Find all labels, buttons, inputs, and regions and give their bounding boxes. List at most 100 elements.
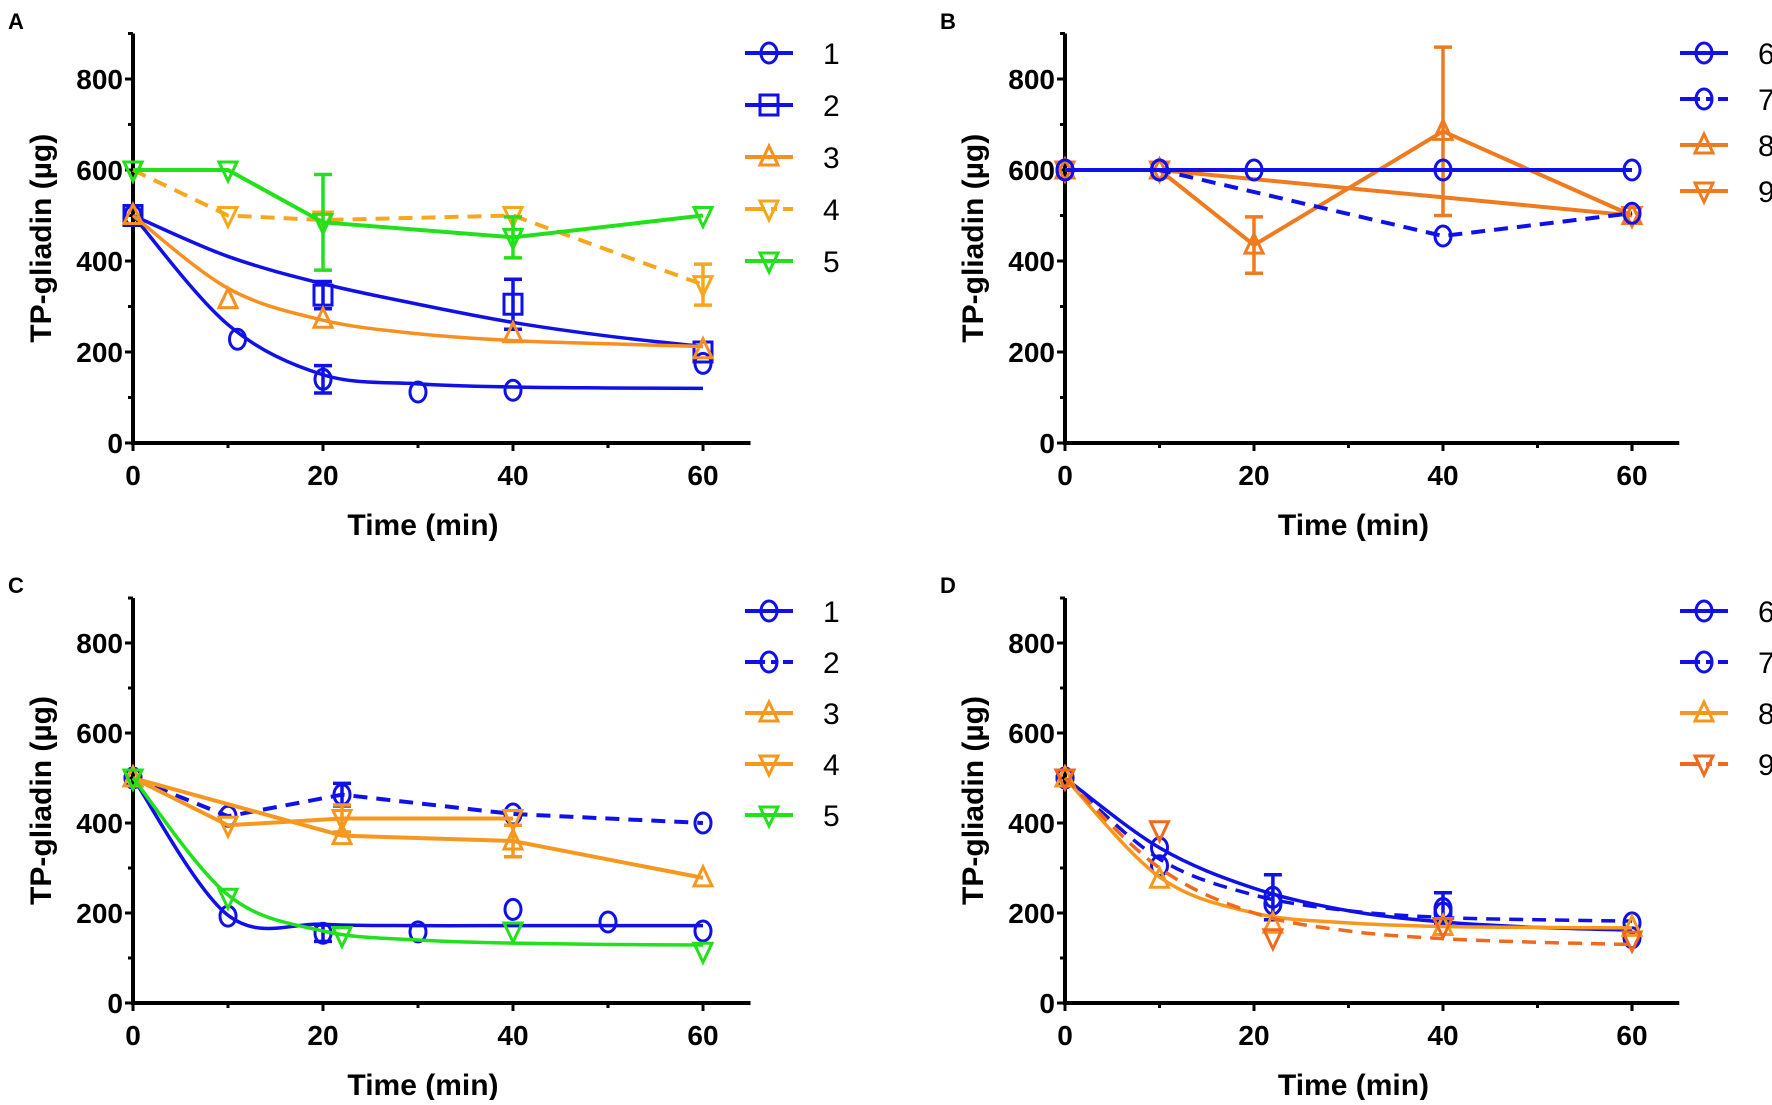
data-point: [121, 160, 145, 185]
legend-label: 1: [823, 596, 840, 629]
data-point: [1431, 116, 1455, 141]
legend-marker: [757, 251, 781, 276]
legend-marker: [1692, 698, 1716, 723]
legend-item: 5: [745, 246, 840, 279]
legend-item: 4: [745, 194, 840, 227]
legend-label: 2: [823, 90, 840, 123]
y-tick-label: 0: [107, 428, 123, 459]
legend-label: 7: [1758, 84, 1772, 117]
data-point: [501, 921, 525, 946]
data-point: [216, 815, 240, 840]
x-tick-label: 0: [125, 460, 141, 491]
series-line: [132, 776, 704, 880]
legend-marker: [1694, 599, 1714, 623]
x-tick-label: 40: [1427, 1020, 1458, 1051]
legend-marker: [1692, 754, 1716, 779]
series-9: [1053, 768, 1644, 955]
error-bar: [1245, 215, 1263, 276]
legend-item: 3: [745, 142, 840, 175]
legend-marker: [757, 199, 781, 224]
y-tick-label: 200: [1008, 337, 1055, 368]
legend-item: 8: [1680, 698, 1772, 731]
legend-label: 2: [823, 647, 840, 680]
legend-label: 3: [823, 142, 840, 175]
fit-curve: [1063, 776, 1633, 932]
legend-item: 1: [745, 596, 840, 629]
panel-a: A 0 200 400 600 800 0 20 40 60 Time (min) TP-gliadi…: [8, 9, 840, 542]
data-point: [501, 319, 525, 344]
data-point: [1148, 820, 1171, 845]
legend-label: 8: [1758, 698, 1772, 731]
y-tick-label: 0: [1039, 428, 1055, 459]
x-tick-label: 60: [687, 1020, 718, 1051]
legend-label: 6: [1758, 596, 1772, 629]
legend-marker: [1692, 130, 1716, 155]
data-point: [693, 811, 713, 835]
legend-label: 8: [1758, 130, 1772, 163]
x-axis-label: Time (min): [1278, 509, 1429, 542]
series-6: [1055, 158, 1642, 182]
data-point: [1150, 158, 1169, 182]
series-4: [121, 768, 525, 840]
data-point: [1433, 901, 1453, 925]
data-point: [1053, 768, 1077, 793]
panel-label: B: [940, 9, 956, 34]
y-tick-label: 0: [1039, 988, 1055, 1019]
data-point: [330, 821, 354, 846]
data-point: [691, 335, 715, 360]
legend-label: 5: [823, 246, 840, 279]
y-tick-label: 800: [76, 628, 123, 659]
panel-b: B 0 200 400 600 800 0 20 40 60 Time (min) TP-gliadi…: [940, 9, 1772, 542]
legend-label: 4: [823, 749, 840, 782]
fit-curve: [131, 214, 704, 349]
legend-marker: [757, 805, 781, 830]
legend-label: 9: [1758, 749, 1772, 782]
data-point: [691, 941, 715, 966]
data-point: [1055, 158, 1075, 182]
panel-label: D: [940, 573, 956, 598]
legend-label: 3: [823, 698, 840, 731]
data-point: [1433, 224, 1453, 248]
data-point: [1244, 158, 1264, 182]
legend-marker: [758, 93, 780, 117]
y-tick-label: 600: [76, 718, 123, 749]
fit-curve: [131, 214, 704, 391]
data-point: [1148, 864, 1171, 889]
data-point: [216, 887, 240, 912]
y-tick-label: 200: [76, 898, 123, 929]
data-point: [1622, 201, 1642, 225]
data-point: [501, 826, 525, 851]
error-bar: [314, 172, 332, 272]
series-line: [132, 776, 513, 828]
x-tick-label: 0: [1057, 460, 1073, 491]
data-point: [503, 897, 523, 921]
y-tick-label: 400: [1008, 246, 1055, 277]
legend-item: 4: [745, 749, 840, 782]
legend-label: 6: [1758, 38, 1772, 71]
series-2: [122, 204, 714, 364]
series-6: [1055, 766, 1642, 950]
series-3: [121, 763, 715, 888]
legend-item: 5: [745, 800, 840, 833]
panel-d: D 0 200 400 600 800 0 20 40 60 Time (min) TP-gliadi…: [940, 573, 1772, 1102]
y-axis-label: TP-gliadin (µg): [957, 134, 990, 343]
legend-item: 9: [1680, 176, 1772, 209]
x-axis-label: Time (min): [347, 1069, 498, 1100]
series-8: [1053, 45, 1644, 276]
series-5: [121, 768, 715, 966]
fit-curve: [1063, 776, 1633, 947]
data-point: [311, 304, 335, 329]
legend-item: 8: [1680, 130, 1772, 163]
y-axis-label: TP-gliadin (µg): [25, 696, 58, 905]
data-point: [1620, 930, 1644, 955]
legend-label: 7: [1758, 647, 1772, 680]
series-line: [132, 168, 704, 287]
data-point: [1261, 928, 1285, 953]
legend-item: 3: [745, 698, 840, 731]
data-point: [311, 212, 335, 237]
fit-curve: [131, 777, 703, 931]
data-point: [408, 920, 428, 944]
y-tick-label: 600: [76, 155, 123, 186]
legend-item: 7: [1680, 647, 1772, 680]
